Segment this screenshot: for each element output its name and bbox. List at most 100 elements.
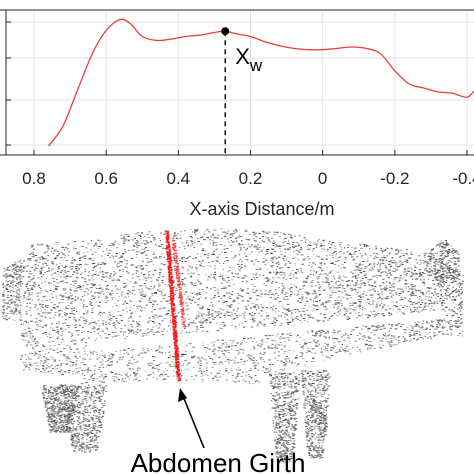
cloud-point (87, 369, 90, 371)
cloud-point (224, 231, 227, 233)
cloud-point (143, 250, 146, 252)
cloud-point (393, 277, 397, 279)
cloud-point (71, 262, 74, 264)
cloud-point (94, 274, 97, 276)
cloud-point (92, 379, 95, 381)
cloud-point (415, 310, 418, 312)
cloud-point (46, 259, 49, 261)
cloud-point (132, 320, 135, 322)
cloud-point (190, 267, 193, 269)
cloud-point (99, 376, 101, 378)
cloud-point (365, 314, 367, 316)
cloud-point (65, 313, 68, 314)
cloud-point (29, 364, 32, 366)
cloud-point (255, 304, 258, 306)
cloud-point (324, 346, 327, 348)
cloud-point (281, 289, 284, 291)
cloud-point (174, 294, 176, 296)
cloud-point (427, 255, 430, 257)
cloud-point (177, 262, 179, 264)
cloud-point (336, 271, 339, 273)
cloud-point (145, 334, 147, 336)
cloud-point (343, 247, 346, 249)
cloud-point (362, 325, 365, 327)
cloud-point (82, 330, 85, 332)
cloud-point (419, 331, 421, 333)
cloud-point (386, 296, 389, 298)
cloud-point (153, 321, 155, 323)
cloud-point (255, 232, 258, 234)
cloud-point (37, 285, 39, 287)
cloud-point (75, 268, 78, 270)
cloud-point (220, 323, 223, 325)
cloud-point (278, 287, 280, 289)
cloud-point (387, 335, 390, 337)
cloud-point (289, 295, 291, 297)
cloud-point (27, 341, 30, 343)
cloud-point (250, 279, 253, 281)
cloud-point (262, 258, 265, 260)
cloud-point (238, 351, 241, 353)
cloud-point (114, 272, 117, 274)
cloud-point (137, 276, 140, 278)
cloud-point (219, 376, 222, 378)
cloud-point (13, 268, 15, 270)
cloud-point (253, 238, 255, 240)
cloud-point (95, 291, 97, 293)
cloud-point (191, 331, 193, 333)
cloud-point (47, 248, 50, 250)
cloud-point (351, 289, 354, 291)
cloud-point (227, 292, 230, 294)
cloud-point (138, 266, 141, 268)
cloud-point (411, 339, 413, 341)
cloud-point (287, 298, 289, 300)
cloud-point (92, 307, 95, 309)
cloud-point (276, 266, 278, 267)
cloud-point (90, 249, 92, 251)
cloud-point (126, 263, 128, 265)
cloud-point (237, 353, 240, 355)
cloud-point (322, 273, 324, 275)
cloud-point (91, 310, 94, 312)
cloud-point (336, 302, 339, 303)
cloud-point (16, 313, 18, 315)
cloud-point (157, 277, 160, 279)
cloud-point (366, 260, 369, 262)
cloud-point (458, 289, 460, 291)
cloud-point (115, 376, 118, 378)
cloud-point (327, 242, 330, 244)
cloud-point (3, 274, 6, 276)
cloud-point (247, 300, 250, 302)
cloud-point (26, 265, 28, 267)
cloud-point (136, 322, 139, 324)
cloud-point (2, 305, 5, 307)
cloud-point (265, 250, 267, 252)
cloud-point (265, 277, 268, 279)
x-tick-label-2: 0.4 (167, 169, 191, 188)
cloud-point (46, 291, 48, 293)
cloud-point (284, 316, 286, 318)
cloud-point (384, 289, 387, 291)
cloud-point (234, 345, 237, 347)
cloud-point (442, 334, 444, 336)
cloud-point (92, 351, 95, 353)
cloud-point (351, 290, 353, 292)
cloud-point (147, 328, 150, 330)
cloud-point (30, 287, 34, 289)
cloud-point (140, 236, 142, 237)
cloud-point (86, 370, 88, 371)
cloud-point (207, 276, 210, 278)
cloud-point (274, 340, 276, 342)
cloud-point (445, 306, 448, 308)
cloud-point (216, 260, 219, 262)
cloud-point (224, 300, 226, 302)
cloud-point (434, 291, 436, 293)
cloud-point (424, 335, 427, 337)
cloud-point (316, 305, 319, 307)
cloud-point (249, 246, 252, 248)
cloud-point (281, 292, 284, 294)
cloud-point (161, 331, 164, 333)
cloud-point (60, 342, 62, 344)
cloud-point (429, 336, 431, 338)
cloud-point (332, 337, 335, 339)
